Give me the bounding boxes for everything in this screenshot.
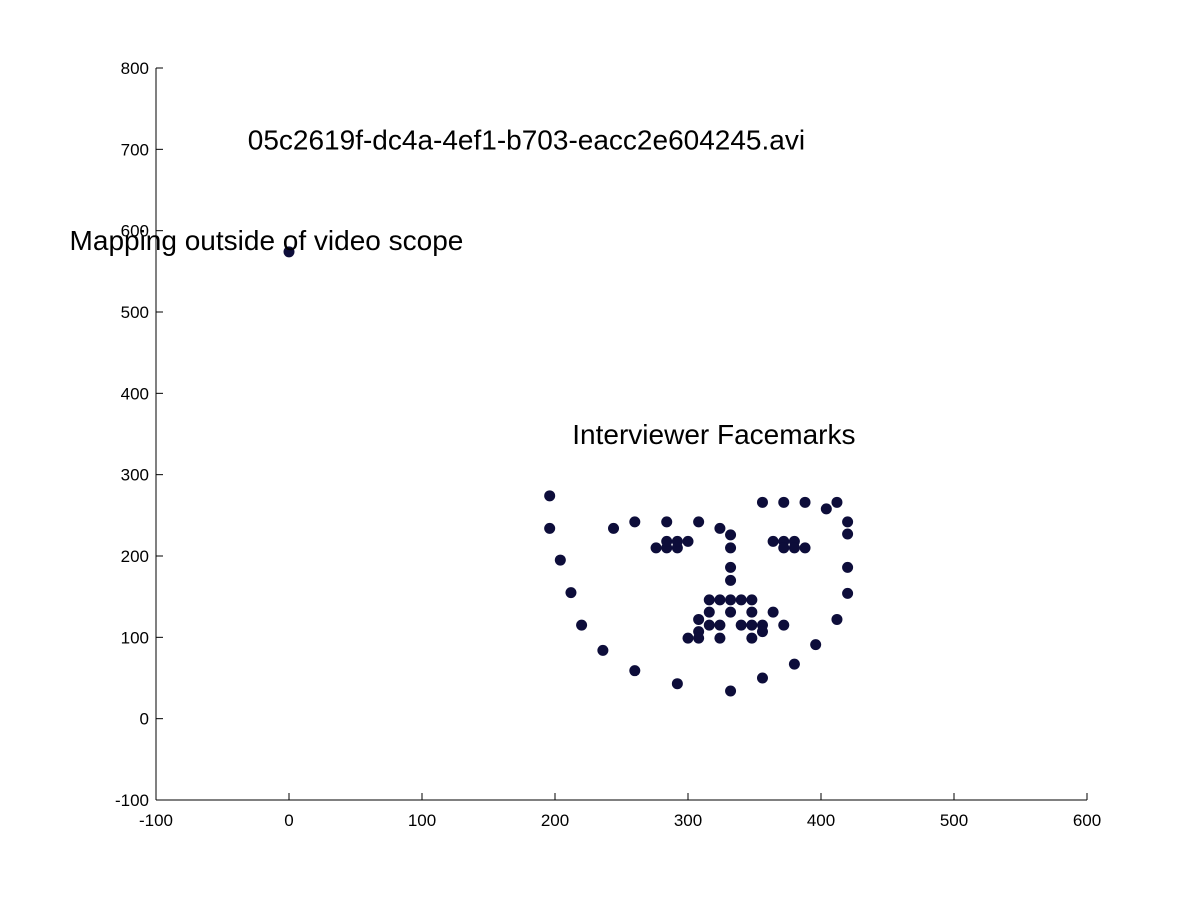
facemark-point [767, 535, 779, 547]
annotation-facemarks: Interviewer Facemarks [572, 419, 855, 450]
x-ticks: -100 0 100 200 300 400 500 600 [139, 793, 1101, 830]
facemark-point [778, 542, 790, 554]
facemark-point [693, 632, 705, 644]
y-tick-label: 700 [121, 140, 149, 159]
facemark-point [544, 522, 556, 534]
facemark-point [735, 594, 747, 606]
facemark-point [565, 587, 577, 599]
facemark-point [756, 496, 768, 508]
facemark-point [714, 522, 726, 534]
facemark-point [831, 613, 843, 625]
facemark-point [788, 542, 800, 554]
facemark-point [842, 587, 854, 599]
data-points [283, 246, 854, 697]
y-tick-label: 300 [121, 466, 149, 485]
facemark-point [629, 665, 641, 677]
facemark-point [799, 496, 811, 508]
facemark-point [693, 516, 705, 528]
facemark-point [788, 658, 800, 670]
y-tick-label: 800 [121, 59, 149, 78]
facemark-point [756, 672, 768, 684]
facemark-point [714, 632, 726, 644]
facemark-point [650, 542, 662, 554]
facemark-point [544, 490, 556, 502]
facemark-point [703, 594, 715, 606]
facemark-point [714, 619, 726, 631]
facemark-point [576, 619, 588, 631]
outlier-point [283, 246, 295, 258]
facemark-point [661, 516, 673, 528]
facemark-point [746, 606, 758, 618]
facemark-point [671, 678, 683, 690]
facemark-point [746, 594, 758, 606]
facemark-point [661, 535, 673, 547]
facemark-point [778, 619, 790, 631]
facemark-point [725, 685, 737, 697]
facemark-point [554, 554, 566, 566]
facemark-point [842, 516, 854, 528]
y-tick-label: 600 [121, 222, 149, 241]
facemark-point [842, 561, 854, 573]
annotation-file: 05c2619f-dc4a-4ef1-b703-eacc2e604245.avi [248, 124, 805, 155]
y-tick-label: 100 [121, 628, 149, 647]
facemark-point [671, 535, 683, 547]
y-tick-label: 500 [121, 303, 149, 322]
facemark-point [608, 522, 620, 534]
facemark-point [746, 619, 758, 631]
x-tick-label: -100 [139, 811, 173, 830]
facemark-point [725, 542, 737, 554]
facemark-point [714, 594, 726, 606]
x-tick-label: 600 [1073, 811, 1101, 830]
facemark-point [682, 632, 694, 644]
facemark-point [725, 529, 737, 541]
facemark-point [693, 613, 705, 625]
x-tick-label: 400 [807, 811, 835, 830]
y-tick-label: 0 [140, 710, 149, 729]
facemark-point [767, 606, 779, 618]
x-tick-label: 200 [541, 811, 569, 830]
y-tick-label: -100 [115, 791, 149, 810]
annotations: 05c2619f-dc4a-4ef1-b703-eacc2e604245.avi… [70, 124, 856, 449]
facemark-point [842, 528, 854, 540]
facemark-point [597, 644, 609, 656]
x-tick-label: 500 [940, 811, 968, 830]
facemark-point [703, 619, 715, 631]
facemark-point [756, 626, 768, 638]
facemark-point [810, 639, 822, 651]
facemark-point [725, 594, 737, 606]
facemark-point [725, 606, 737, 618]
x-tick-label: 100 [408, 811, 436, 830]
facemark-point [725, 561, 737, 573]
facemark-point [746, 632, 758, 644]
y-tick-label: 400 [121, 384, 149, 403]
facemark-point [799, 542, 811, 554]
facemark-point [725, 574, 737, 586]
y-ticks: -100 0 100 200 300 400 500 600 700 800 [115, 59, 163, 810]
facemark-point [820, 503, 832, 515]
facemark-point [778, 496, 790, 508]
x-tick-label: 300 [674, 811, 702, 830]
x-tick-label: 0 [284, 811, 293, 830]
facemark-point [735, 619, 747, 631]
facemark-point [831, 496, 843, 508]
annotation-scope: Mapping outside of video scope [70, 225, 464, 256]
facemark-point [682, 535, 694, 547]
y-tick-label: 200 [121, 547, 149, 566]
facemark-point [703, 606, 715, 618]
facemark-point [629, 516, 641, 528]
